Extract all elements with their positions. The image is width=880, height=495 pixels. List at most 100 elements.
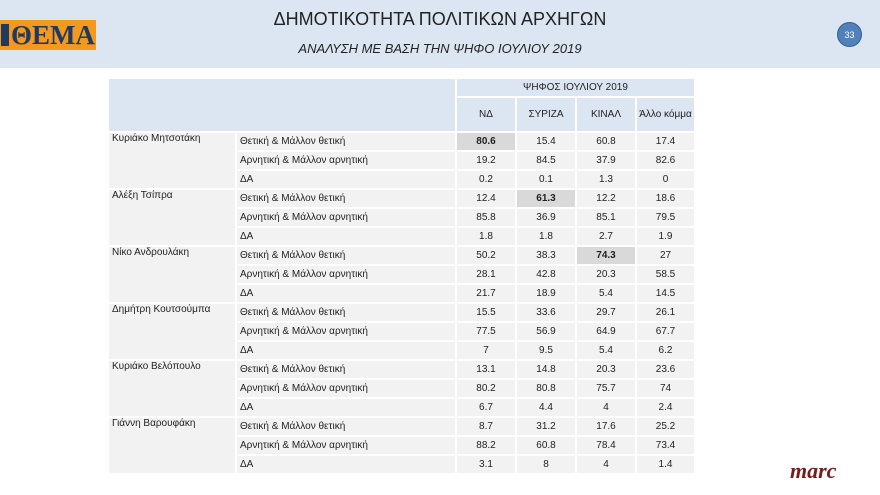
value-cell: 58.5 (635, 264, 696, 285)
table-row: ΔΑ 7 9.5 5.4 6.2 (108, 340, 696, 361)
value-cell: 14.8 (515, 359, 577, 380)
rating-label: Θετική & Μάλλον θετική (235, 302, 457, 323)
table-row: Αρνητική & Μάλλον αρνητική 19.2 84.5 37.9 82… (108, 150, 696, 171)
rating-label: Αρνητική & Μάλλον αρνητική (235, 150, 457, 171)
table-row: Δημήτρη Κουτσούμπα Θετική & Μάλλον θετική… (107, 302, 696, 361)
logo-small-mark (1, 24, 9, 46)
value-cell: 12.4 (455, 188, 517, 209)
rating-label: Θετική & Μάλλον θετική (235, 416, 457, 437)
rating-label: Αρνητική & Μάλλον αρνητική (235, 207, 457, 228)
value-cell: 0 (635, 169, 696, 190)
value-cell: 1.4 (635, 454, 696, 475)
value-cell: 56.9 (515, 321, 577, 342)
value-cell: 18.9 (515, 283, 577, 304)
value-cell: 15.5 (455, 302, 517, 323)
value-cell: 15.4 (515, 131, 577, 152)
rating-label: ΔΑ (235, 340, 457, 361)
protothema-logo: ΘΕΜΑ (0, 20, 96, 50)
leader-name: Γιάννη Βαρουφάκη (107, 416, 237, 475)
table-row: Αρνητική & Μάλλον αρνητική 88.2 60.8 78.4 73… (108, 435, 696, 456)
table-row: ΔΑ 0.2 0.1 1.3 0 (108, 169, 696, 190)
value-cell: 23.6 (635, 359, 696, 380)
value-cell: 6.7 (455, 397, 517, 418)
value-cell: 19.2 (455, 150, 517, 171)
value-cell: 80.8 (515, 378, 577, 399)
col-syriza: ΣΥΡΙΖΑ (515, 96, 577, 133)
rating-label: Αρνητική & Μάλλον αρνητική (235, 378, 457, 399)
value-cell: 12.2 (575, 188, 637, 209)
value-cell: 60.8 (575, 131, 637, 152)
table-row: Αλέξη Τσίπρα Θετική & Μάλλον θετική 12.4 61… (107, 188, 696, 247)
rating-label: Θετική & Μάλλον θετική (235, 131, 457, 152)
value-cell: 31.2 (515, 416, 577, 437)
value-cell: 9.5 (515, 340, 577, 361)
rating-label: ΔΑ (235, 397, 457, 418)
rating-label: Αρνητική & Μάλλον αρνητική (235, 321, 457, 342)
value-cell: 1.3 (575, 169, 637, 190)
leader-name: Αλέξη Τσίπρα (107, 188, 237, 247)
value-cell: 29.7 (575, 302, 637, 323)
table-row: Αρνητική & Μάλλον αρνητική 77.5 56.9 64.9 67… (108, 321, 696, 342)
value-cell: 7 (455, 340, 517, 361)
col-nd: ΝΔ (455, 96, 517, 133)
value-cell: 82.6 (635, 150, 696, 171)
table-row: ΔΑ 1.8 1.8 2.7 1.9 (108, 226, 696, 247)
value-cell: 20.3 (575, 359, 637, 380)
value-cell: 67.7 (635, 321, 696, 342)
value-cell: 75.7 (575, 378, 637, 399)
empty-header (107, 77, 457, 133)
value-cell: 14.5 (635, 283, 696, 304)
value-cell: 42.8 (515, 264, 577, 285)
page-number-badge: 33 (837, 22, 862, 47)
rating-label: Θετική & Μάλλον θετική (235, 359, 457, 380)
value-cell: 36.9 (515, 207, 577, 228)
page-title: ΔΗΜΟΤΙΚΟΤΗΤΑ ΠΟΛΙΤΙΚΩΝ ΑΡΧΗΓΩΝ (273, 9, 607, 29)
table-row: Αρνητική & Μάλλον αρνητική 80.2 80.8 75.7 74 (108, 378, 696, 399)
value-cell: 88.2 (455, 435, 517, 456)
value-cell: 17.6 (575, 416, 637, 437)
value-cell: 38.3 (515, 245, 577, 266)
rating-label: ΔΑ (235, 283, 457, 304)
table-row: ΔΑ 3.1 8 4 1.4 (108, 454, 696, 475)
value-cell: 33.6 (515, 302, 577, 323)
value-cell: 21.7 (455, 283, 517, 304)
marc-logo: marc (790, 458, 837, 483)
value-cell: 20.3 (575, 264, 637, 285)
value-cell: 85.8 (455, 207, 517, 228)
col-kinal: ΚΙΝΑΛ (575, 96, 637, 133)
table-body: Κυριάκο Μητσοτάκη Θετική & Μάλλον θετική 8… (107, 131, 696, 475)
value-cell: 2.7 (575, 226, 637, 247)
table-row: ΔΑ 21.7 18.9 5.4 14.5 (108, 283, 696, 304)
page-subtitle: ΑΝΑΛΥΣΗ ΜΕ ΒΑΣΗ ΤΗΝ ΨΗΦΟ ΙΟΥΛΙΟΥ 2019 (298, 41, 582, 56)
value-cell: 37.9 (575, 150, 637, 171)
table-row: Κυριάκο Βελόπουλο Θετική & Μάλλον θετική 1… (107, 359, 696, 418)
value-cell: 26.1 (635, 302, 696, 323)
value-cell: 0.2 (455, 169, 517, 190)
table-row: Γιάννη Βαρουφάκη Θετική & Μάλλον θετική 8.… (107, 416, 696, 475)
value-cell: 1.8 (515, 226, 577, 247)
value-cell: 78.4 (575, 435, 637, 456)
col-other: Άλλο κόμμα (635, 96, 696, 133)
header-band: ΘΕΜΑ ΔΗΜΟΤΙΚΟΤΗΤΑ ΠΟΛΙΤΙΚΩΝ ΑΡΧΗΓΩΝ ΑΝΑΛ… (0, 0, 880, 68)
rating-label: Αρνητική & Μάλλον αρνητική (235, 264, 457, 285)
value-cell: 3.1 (455, 454, 517, 475)
value-cell: 5.4 (575, 283, 637, 304)
value-cell: 6.2 (635, 340, 696, 361)
value-cell: 27 (635, 245, 696, 266)
value-cell: 1.8 (455, 226, 517, 247)
value-cell: 8 (515, 454, 577, 475)
value-cell: 84.5 (515, 150, 577, 171)
rating-label: ΔΑ (235, 226, 457, 247)
value-cell: 73.4 (635, 435, 696, 456)
value-cell: 25.2 (635, 416, 696, 437)
value-cell: 4 (575, 454, 637, 475)
value-cell: 61.3 (515, 188, 577, 209)
value-cell: 8.7 (455, 416, 517, 437)
value-cell: 13.1 (455, 359, 517, 380)
rating-label: Θετική & Μάλλον θετική (235, 245, 457, 266)
value-cell: 85.1 (575, 207, 637, 228)
value-cell: 74.3 (575, 245, 637, 266)
table-row: Κυριάκο Μητσοτάκη Θετική & Μάλλον θετική 8… (107, 131, 696, 190)
leader-name: Νίκο Ανδρουλάκη (107, 245, 237, 304)
rating-label: ΔΑ (235, 454, 457, 475)
